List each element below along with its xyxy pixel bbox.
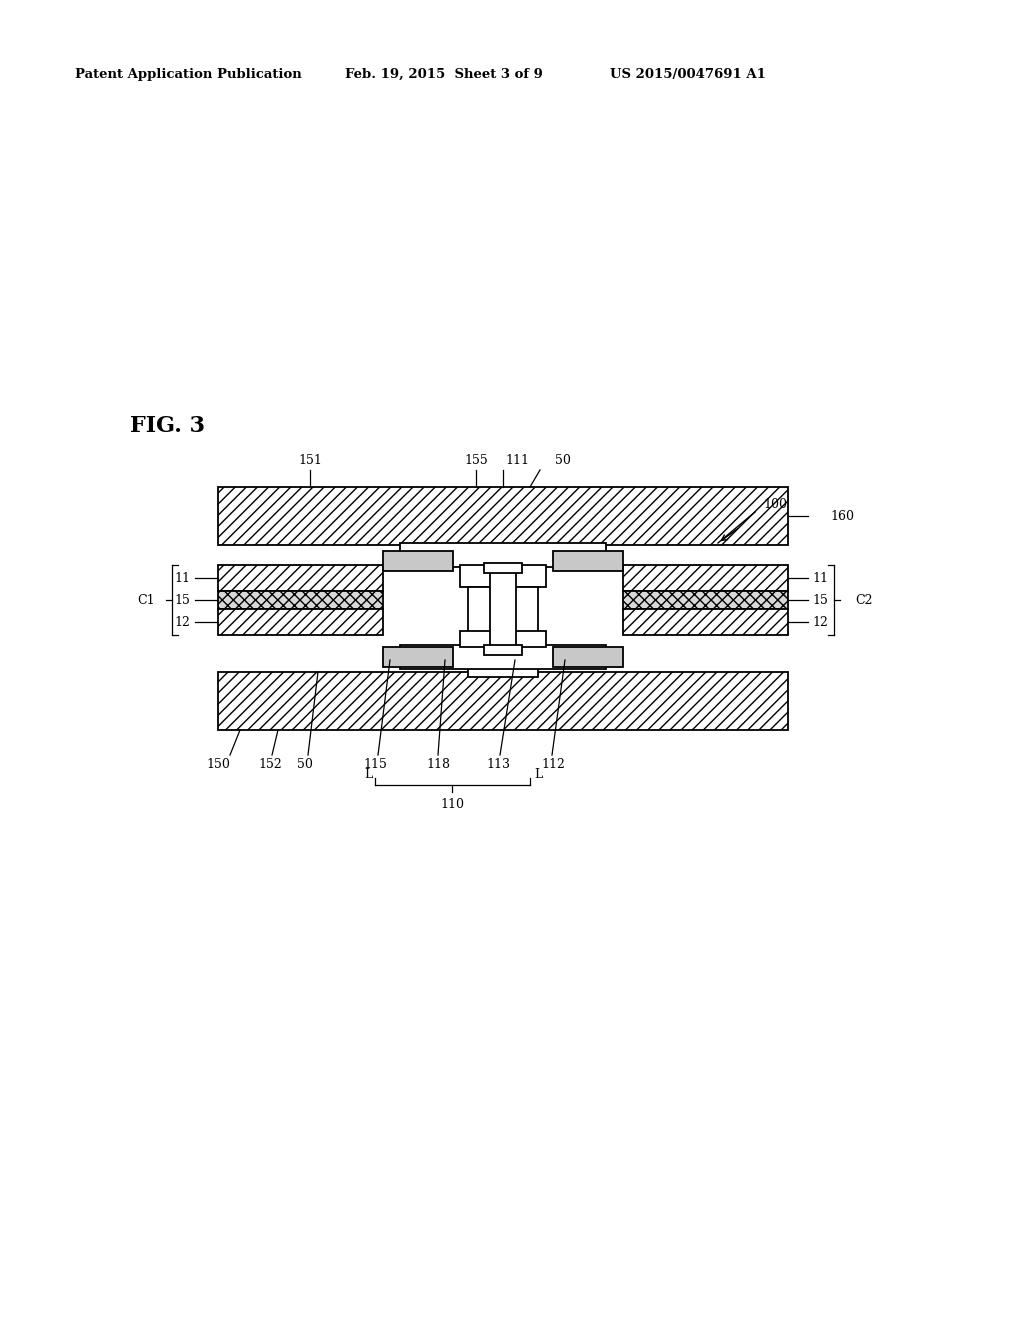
Text: 115: 115 bbox=[364, 759, 387, 771]
Bar bbox=[553, 647, 623, 667]
Text: 112: 112 bbox=[541, 759, 565, 771]
Text: C2: C2 bbox=[855, 594, 872, 606]
Text: 118: 118 bbox=[426, 759, 450, 771]
Text: 111: 111 bbox=[505, 454, 529, 466]
Text: 50: 50 bbox=[297, 759, 313, 771]
Text: 11: 11 bbox=[174, 572, 190, 585]
Text: Feb. 19, 2015  Sheet 3 of 9: Feb. 19, 2015 Sheet 3 of 9 bbox=[345, 69, 543, 81]
Bar bbox=[383, 647, 453, 667]
Text: 11: 11 bbox=[812, 572, 828, 585]
Bar bbox=[218, 672, 788, 730]
Text: 50: 50 bbox=[555, 454, 570, 466]
Text: US 2015/0047691 A1: US 2015/0047691 A1 bbox=[610, 69, 766, 81]
Text: FIG. 3: FIG. 3 bbox=[130, 414, 205, 437]
Bar bbox=[218, 591, 383, 609]
Text: 15: 15 bbox=[812, 594, 827, 606]
Bar bbox=[623, 609, 788, 635]
Text: 160: 160 bbox=[830, 510, 854, 523]
Text: 12: 12 bbox=[812, 615, 827, 628]
Text: 15: 15 bbox=[174, 594, 190, 606]
Text: 150: 150 bbox=[206, 759, 230, 771]
Text: 12: 12 bbox=[174, 615, 190, 628]
Bar bbox=[468, 587, 538, 677]
Text: C1: C1 bbox=[137, 594, 155, 606]
Bar bbox=[218, 487, 788, 545]
Text: 151: 151 bbox=[298, 454, 322, 466]
Text: 152: 152 bbox=[258, 759, 282, 771]
Bar bbox=[623, 565, 788, 591]
Bar bbox=[623, 591, 788, 609]
Text: Patent Application Publication: Patent Application Publication bbox=[75, 69, 302, 81]
Bar bbox=[553, 550, 623, 572]
Text: 155: 155 bbox=[464, 454, 487, 466]
Bar bbox=[460, 565, 546, 587]
Bar bbox=[460, 631, 546, 647]
Text: L: L bbox=[364, 768, 372, 781]
Bar bbox=[484, 645, 522, 655]
Bar bbox=[218, 565, 383, 591]
Text: 100: 100 bbox=[763, 499, 787, 511]
Text: 110: 110 bbox=[440, 799, 464, 812]
Bar bbox=[218, 609, 383, 635]
Bar bbox=[400, 543, 606, 568]
Bar bbox=[400, 645, 606, 669]
Bar bbox=[383, 550, 453, 572]
Text: L: L bbox=[534, 768, 542, 781]
Text: 113: 113 bbox=[486, 759, 510, 771]
Bar bbox=[484, 564, 522, 573]
Bar bbox=[490, 570, 516, 649]
